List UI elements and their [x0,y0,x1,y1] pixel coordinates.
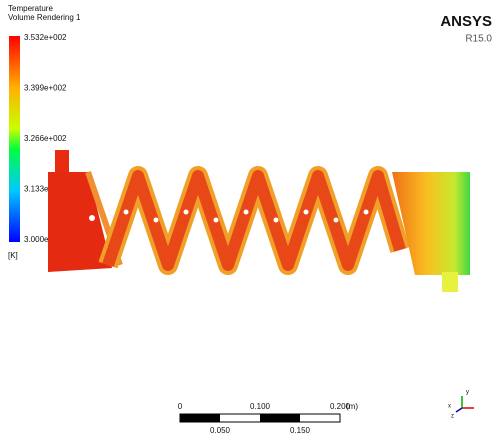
color-bar [9,36,20,242]
model [48,150,470,292]
brand-name: ANSYS [440,13,492,30]
scale-unit: (m) [346,402,358,411]
axis-triad: y x z [448,390,474,420]
color-bar-label: 3.266e+002 [24,134,67,143]
brand-version: R15.0 [465,34,492,45]
legend-unit: [K] [8,251,18,260]
triad-y: y [466,390,469,396]
legend-subtitle: Volume Rendering 1 [8,13,81,22]
legend-title: Temperature [8,4,53,13]
scale-label: 0 [178,402,183,411]
scale-label: 0.150 [290,426,311,435]
scale-label: 0.100 [250,402,271,411]
triad-z: z [451,414,454,420]
scale-bar [180,414,340,422]
color-bar-label: 3.399e+002 [24,84,67,93]
viewport: Temperature Volume Rendering 1 3.532e+00… [0,0,499,440]
scale-label: 0.050 [210,426,231,435]
color-bar-label: 3.532e+002 [24,33,67,42]
triad-x: x [448,404,451,410]
